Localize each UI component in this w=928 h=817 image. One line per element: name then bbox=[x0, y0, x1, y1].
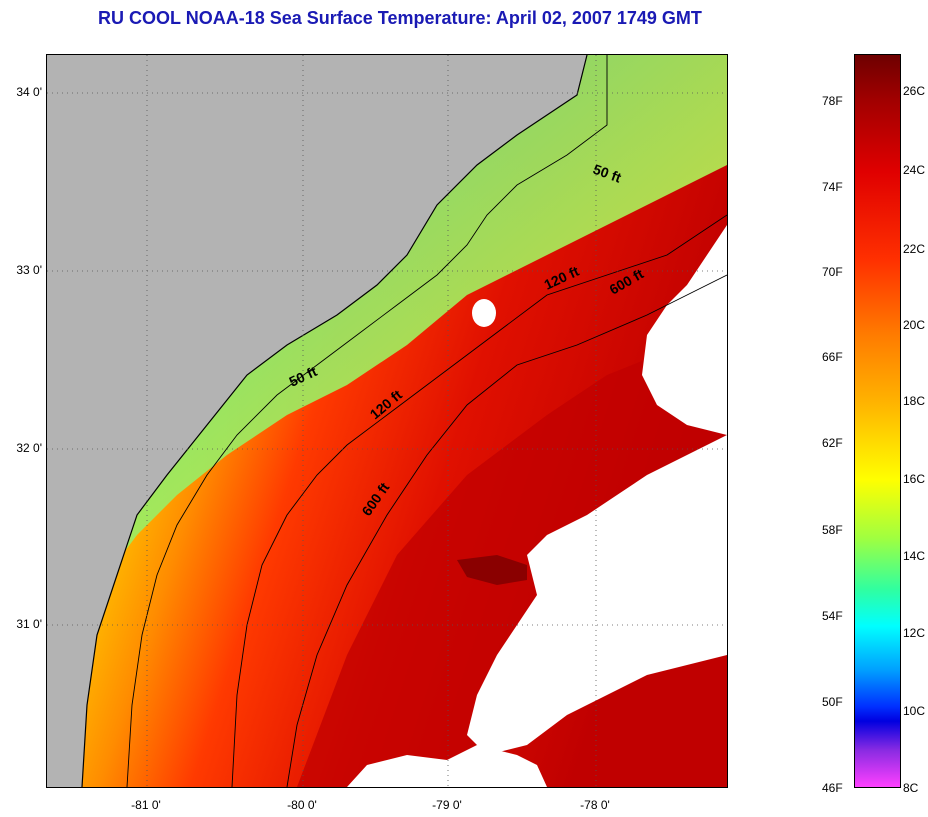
cloud-mask-south bbox=[347, 745, 547, 787]
cloud-mask-south-east bbox=[467, 435, 727, 755]
lat-label-31: 31 0' bbox=[16, 617, 42, 631]
colorbar-label-74f: 74F bbox=[822, 180, 843, 194]
contour-600ft bbox=[286, 274, 727, 787]
lon-label-80: -80 0' bbox=[287, 798, 317, 812]
colorbar-label-22c: 22C bbox=[903, 242, 926, 256]
temperature-colorbar bbox=[854, 54, 901, 788]
colorbar-label-12c: 12C bbox=[903, 626, 926, 640]
colorbar-label-70f: 70F bbox=[822, 265, 843, 279]
contour-120ft bbox=[231, 214, 727, 787]
map-title: RU COOL NOAA-18 Sea Surface Temperature:… bbox=[98, 8, 702, 28]
colorbar-label-8c: 8C bbox=[903, 781, 919, 795]
colorbar-label-14c: 14C bbox=[903, 549, 926, 563]
colorbar-label-20c: 20C bbox=[903, 318, 926, 332]
colorbar-label-54f: 54F bbox=[822, 609, 843, 623]
lat-label-33: 33 0' bbox=[16, 263, 42, 277]
colorbar-label-58f: 58F bbox=[822, 523, 843, 537]
lat-label-32: 32 0' bbox=[16, 441, 42, 455]
colorbar-label-62f: 62F bbox=[822, 436, 843, 450]
coastline bbox=[81, 55, 588, 787]
contour-50ft bbox=[126, 55, 608, 787]
colorbar-label-18c: 18C bbox=[903, 394, 926, 408]
nearshore-cool-water bbox=[47, 55, 727, 655]
graticule bbox=[47, 55, 727, 787]
cloud-patch bbox=[472, 299, 496, 327]
colorbar-label-66f: 66F bbox=[822, 350, 843, 364]
colorbar-label-10c: 10C bbox=[903, 704, 926, 718]
colorbar-label-46f: 46F bbox=[822, 781, 843, 795]
lat-label-34: 34 0' bbox=[16, 85, 42, 99]
land-area bbox=[47, 55, 587, 787]
colorbar-label-26c: 26C bbox=[903, 84, 926, 98]
colorbar-label-16c: 16C bbox=[903, 472, 926, 486]
lon-label-78: -78 0' bbox=[580, 798, 610, 812]
sst-map-canvas: 50 ft 50 ft 120 ft 120 ft 600 ft 600 ft bbox=[47, 55, 727, 787]
lon-label-79: -79 0' bbox=[432, 798, 462, 812]
colorbar-label-50f: 50F bbox=[822, 695, 843, 709]
colorbar-label-24c: 24C bbox=[903, 163, 926, 177]
cloud-mask-east bbox=[642, 225, 727, 435]
lon-label-81: -81 0' bbox=[131, 798, 161, 812]
warm-eddy bbox=[457, 555, 527, 585]
colorbar-label-78f: 78F bbox=[822, 94, 843, 108]
sst-map: 50 ft 50 ft 120 ft 120 ft 600 ft 600 ft bbox=[46, 54, 728, 788]
